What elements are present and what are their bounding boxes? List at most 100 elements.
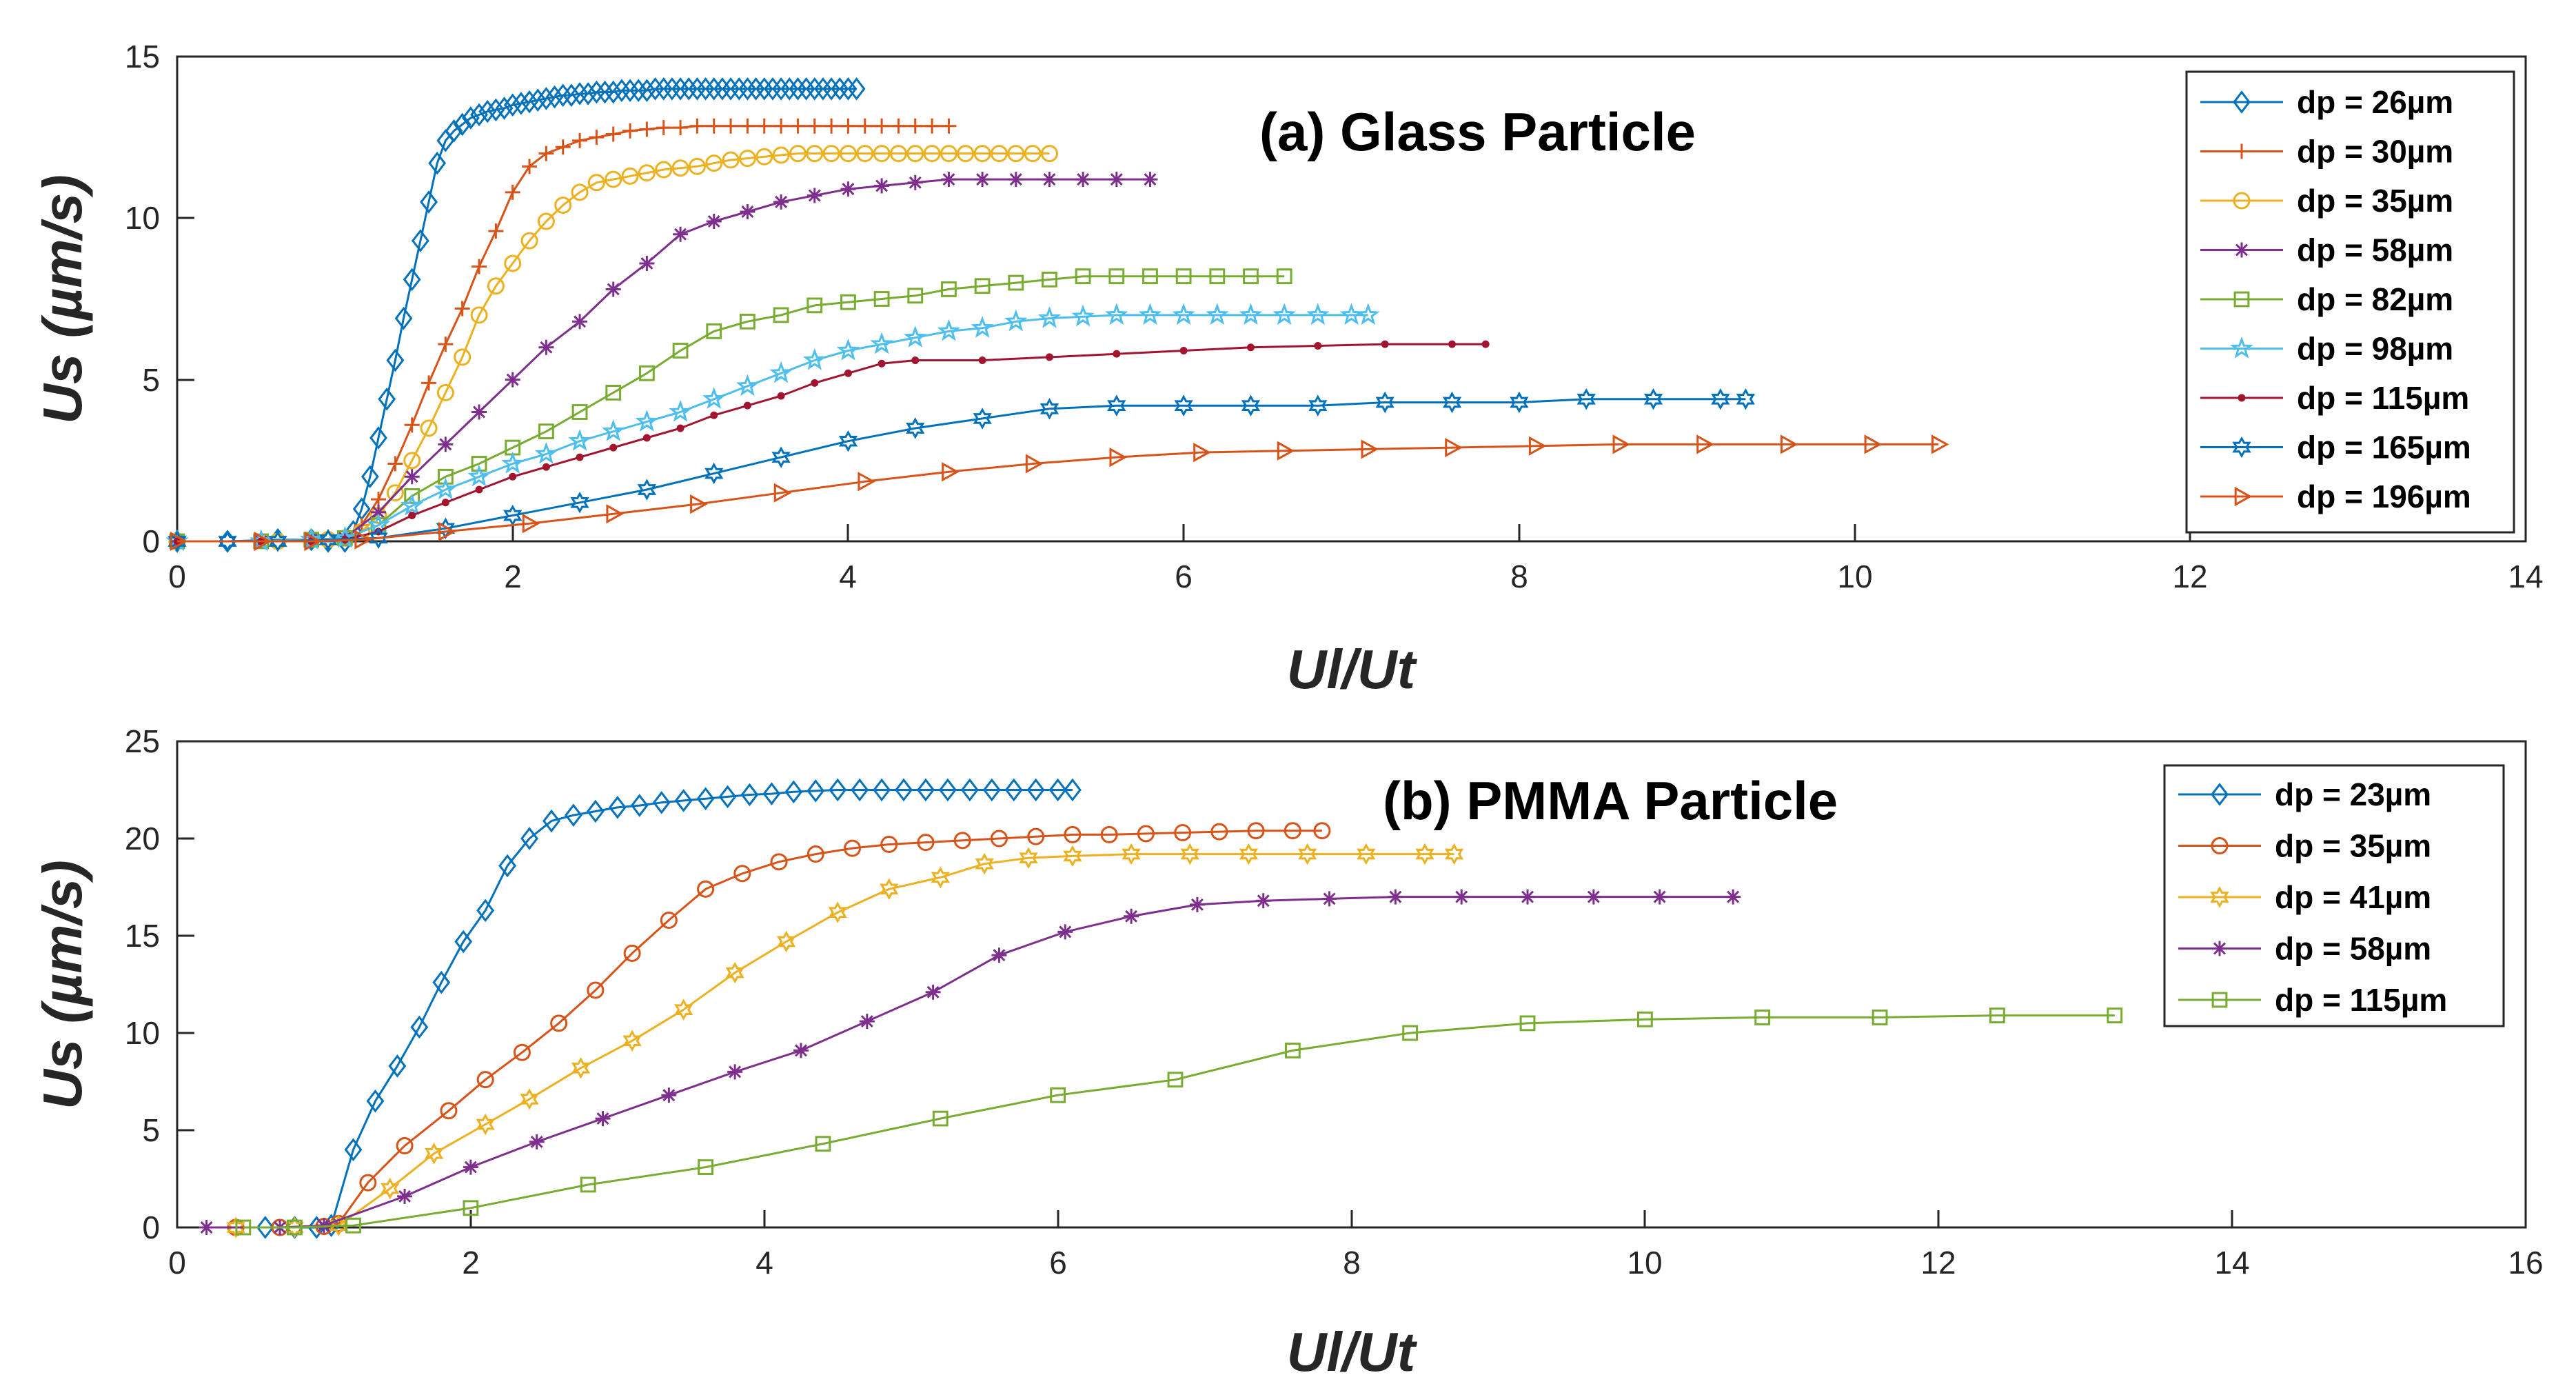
data-point — [1040, 145, 1058, 163]
data-point — [436, 383, 454, 401]
data-point — [555, 139, 571, 155]
data-point — [1004, 778, 1023, 802]
legend-label: dp = 98µm — [2297, 331, 2453, 367]
data-point — [1042, 172, 1057, 188]
data-point — [1108, 172, 1124, 188]
data-point — [822, 77, 840, 101]
data-point — [1174, 824, 1192, 842]
data-point — [471, 259, 487, 274]
data-point — [932, 1110, 949, 1127]
data-point — [1872, 1010, 1888, 1025]
data-point — [756, 118, 772, 134]
y-tick-label: 20 — [125, 821, 160, 856]
legend-label: dp = 58µm — [2297, 232, 2453, 268]
data-point — [1284, 822, 1301, 840]
data-point — [529, 88, 547, 112]
data-point — [733, 865, 751, 883]
data-point — [696, 77, 715, 101]
data-point — [488, 223, 504, 239]
data-point — [471, 404, 487, 420]
data-point — [655, 161, 673, 179]
data-point — [587, 80, 606, 104]
data-point — [635, 410, 659, 432]
legend-marker — [2234, 242, 2249, 258]
data-point — [571, 1057, 591, 1079]
data-point — [941, 172, 957, 188]
data-point — [937, 319, 961, 341]
data-point — [369, 426, 387, 450]
data-point — [638, 164, 656, 182]
data-point — [1519, 1015, 1536, 1032]
legend-entry: dp = 115µm — [2200, 380, 2469, 416]
data-point — [1064, 825, 1082, 843]
data-point — [168, 530, 187, 552]
data-point — [857, 118, 873, 134]
data-point — [1754, 1010, 1771, 1025]
data-point — [839, 145, 857, 163]
data-point — [537, 212, 555, 230]
data-point — [807, 118, 822, 134]
data-point — [520, 1088, 539, 1110]
data-point — [844, 839, 862, 857]
data-point — [1444, 843, 1464, 865]
data-point — [740, 203, 755, 219]
y-tick-label: 5 — [142, 1112, 160, 1148]
data-point — [755, 148, 773, 165]
data-point — [1007, 145, 1025, 163]
y-tick-label: 25 — [125, 723, 160, 759]
data-point — [505, 184, 520, 200]
data-point — [878, 359, 886, 368]
data-point — [1276, 268, 1292, 285]
legend-label: dp = 82µm — [2297, 281, 2453, 317]
data-point — [495, 97, 514, 120]
data-point — [411, 229, 429, 252]
data-point — [570, 491, 589, 514]
data-point — [630, 794, 649, 817]
data-point — [697, 880, 715, 898]
data-point — [572, 132, 588, 148]
data-point — [545, 85, 564, 109]
x-tick-label: 14 — [2508, 559, 2543, 594]
data-point — [773, 118, 789, 134]
x-tick-label: 10 — [1837, 559, 1872, 594]
data-point — [454, 301, 470, 317]
data-point — [704, 462, 724, 485]
data-point — [425, 1143, 444, 1165]
data-point — [743, 401, 751, 410]
data-point — [727, 1064, 743, 1080]
legend-label: dp = 23µm — [2275, 776, 2431, 812]
data-point — [873, 778, 891, 802]
data-point — [1585, 889, 1601, 905]
data-point — [811, 379, 819, 387]
data-point — [595, 1111, 611, 1127]
legend-pmma: dp = 23µm dp = 35µm dp = 41µm dp = 58µm dp =… — [2163, 764, 2505, 1027]
data-point — [953, 832, 971, 850]
data-point — [1931, 434, 1949, 454]
series-dp-115-m — [173, 340, 1490, 545]
data-point — [973, 145, 991, 163]
data-point — [1711, 388, 1730, 410]
data-point — [725, 961, 744, 984]
data-point — [218, 530, 237, 552]
data-point — [554, 83, 572, 108]
data-point — [605, 281, 621, 297]
data-point — [437, 468, 454, 485]
data-point — [400, 493, 424, 516]
data-point — [851, 778, 869, 802]
data-point — [170, 531, 188, 552]
data-point — [773, 194, 789, 210]
x-tick-label: 10 — [1627, 1245, 1662, 1281]
y-tick-label: 15 — [125, 918, 160, 954]
data-point — [740, 313, 755, 330]
data-point — [420, 190, 438, 214]
legend-entries-glass: dp = 26µm dp = 30µm dp = 35µm dp = 58µm dp =… — [2200, 84, 2471, 514]
data-point — [394, 306, 413, 330]
data-point — [520, 90, 538, 114]
data-point — [1357, 843, 1376, 865]
legend-entry: dp = 165µm — [2200, 430, 2471, 465]
y-tick-label: 10 — [125, 200, 160, 236]
data-point — [889, 145, 907, 163]
data-point — [1045, 353, 1053, 361]
legend-entry: dp = 41µm — [2178, 879, 2431, 915]
data-point — [1652, 889, 1667, 905]
